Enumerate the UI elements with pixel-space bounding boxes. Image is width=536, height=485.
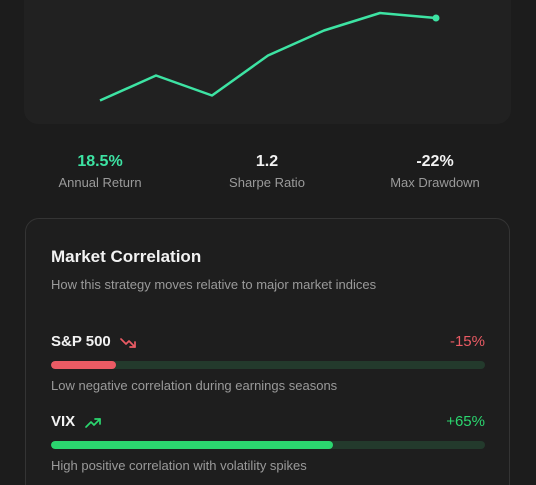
performance-chart (99, 11, 440, 102)
trending-up-icon (84, 415, 102, 436)
card-title: Market Correlation (51, 247, 202, 266)
correlation-bar-track (51, 441, 485, 449)
correlation-bar-fill (51, 361, 117, 369)
correlation-bar-track (51, 361, 485, 369)
index-name: VIX (51, 413, 76, 430)
stat-label: Sharpe Ratio (229, 175, 305, 190)
correlation-description: High positive correlation with volatilit… (51, 458, 307, 473)
stat-value: -22% (416, 153, 454, 170)
stat-sharpe-ratio: 1.2 Sharpe Ratio (187, 152, 347, 192)
correlation-value: +65% (446, 413, 485, 430)
index-name: S&P 500 (51, 333, 111, 350)
stat-max-drawdown: -22% Max Drawdown (355, 152, 515, 192)
performance-line (99, 11, 437, 102)
stat-value: 18.5% (77, 153, 123, 170)
stat-annual-return: 18.5% Annual Return (20, 152, 180, 192)
correlation-row-sp500: S&P 500 -15% Low negative correlation du… (51, 333, 485, 393)
market-correlation-card: Market Correlation How this strategy mov… (25, 218, 510, 485)
stat-value: 1.2 (255, 153, 279, 170)
stat-label: Annual Return (58, 175, 142, 190)
correlation-row-vix: VIX +65% High positive correlation with … (51, 413, 485, 473)
performance-chart-card (24, 0, 511, 124)
correlation-description: Low negative correlation during earnings… (51, 378, 338, 393)
correlation-bar-fill (51, 441, 334, 449)
card-subtitle: How this strategy moves relative to majo… (51, 277, 377, 292)
trending-down-icon (119, 335, 137, 356)
stat-label: Max Drawdown (390, 175, 480, 190)
last-point-marker (432, 14, 440, 22)
correlation-value: -15% (449, 333, 485, 350)
stats-row: 18.5% Annual Return 1.2 Sharpe Ratio -22… (0, 152, 536, 196)
